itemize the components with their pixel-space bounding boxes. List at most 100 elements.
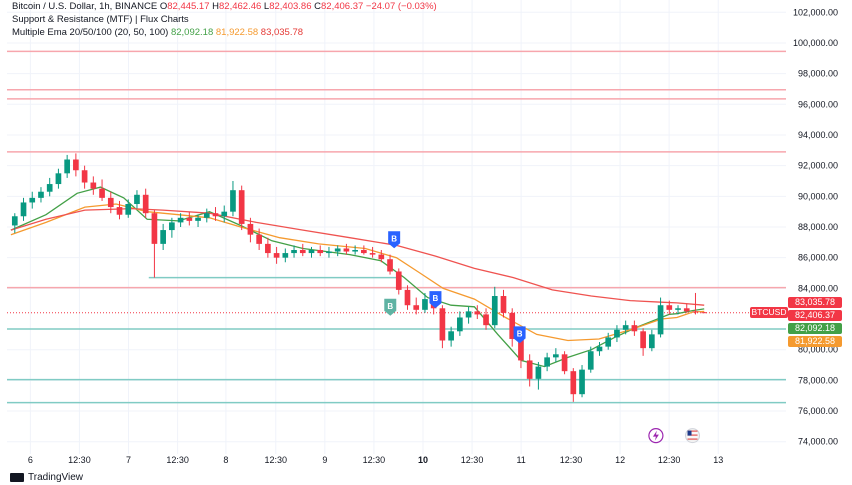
candle-body (622, 325, 629, 330)
candle (11, 213, 18, 234)
event-markers (648, 427, 701, 444)
candle-body (29, 197, 36, 203)
candle (579, 365, 585, 398)
candle-body (352, 250, 358, 252)
candle-body (107, 197, 114, 208)
candle (683, 303, 690, 313)
candle (99, 179, 105, 201)
ema20-line (10, 186, 705, 368)
price-axis-label: 92,000.00 (798, 161, 838, 171)
candle-body (675, 308, 681, 310)
candle-body (544, 357, 550, 367)
signal-label: B (517, 329, 523, 338)
candle-body (134, 194, 140, 204)
candle-body (526, 360, 533, 379)
close-label: C (314, 1, 321, 12)
tradingview-logo-icon (10, 473, 24, 482)
candle-body (195, 217, 201, 221)
indicator-sr-row[interactable]: Support & Resistance (MTF) | Flux Charts (12, 13, 437, 26)
price-axis-label: 102,000.00 (793, 7, 838, 17)
time-axis-label: 12:30 (264, 455, 287, 465)
chart-legend: Bitcoin / U.S. Dollar, 1h, BINANCE O82,4… (12, 0, 437, 39)
candle (352, 245, 358, 255)
candle-body (369, 253, 376, 255)
candle (38, 187, 44, 203)
candle (675, 305, 681, 315)
bolt-icon (648, 427, 664, 444)
flag-stripe (687, 432, 698, 434)
candle (282, 248, 289, 263)
tradingview-brand[interactable]: TradingView (10, 472, 83, 483)
candle (73, 153, 79, 177)
candle-body (587, 351, 594, 370)
price-tag: 82,406.37 (788, 310, 842, 322)
candle (212, 207, 219, 221)
candle-body (273, 253, 280, 258)
candle-body (413, 305, 420, 310)
flag-stripe (687, 430, 698, 432)
time-axis[interactable]: 6 12:30 7 12:30 8 12:30 9 12:30 10 12:30 11 12:30 12… (28, 455, 723, 465)
price-axis-label: 80,000.00 (798, 345, 838, 355)
change-value: −24.07 (−0.03%) (365, 1, 437, 12)
ema20-value: 82,092.18 (170, 27, 214, 38)
signal-shape (429, 291, 442, 309)
symbol-title[interactable]: Bitcoin / U.S. Dollar, 1h, BINANCE (12, 1, 158, 12)
signal-label: B (433, 294, 439, 303)
candle (361, 245, 367, 255)
price-axis-label: 78,000.00 (798, 375, 838, 385)
candle-body (692, 311, 699, 313)
candle (326, 246, 332, 258)
time-axis-label: 6 (28, 455, 33, 465)
candle-body (221, 211, 228, 217)
flag-icon (685, 428, 701, 444)
ema50-value: 81,922.58 (215, 27, 259, 38)
candle (221, 205, 228, 223)
candle (46, 177, 53, 197)
candle (491, 286, 498, 329)
buy-signal-marker: B (388, 231, 401, 249)
candle-body (55, 173, 62, 185)
candle-body (81, 170, 88, 183)
candle (265, 237, 271, 258)
candle-body (317, 250, 324, 254)
candle-body (579, 369, 585, 395)
price-axis[interactable]: 102,000.00 100,000.00 98,000.00 96,000.00 94… (793, 7, 838, 446)
candle (29, 191, 36, 209)
price-axis-label: 94,000.00 (798, 130, 838, 140)
candle-body (561, 354, 568, 372)
candle (692, 292, 699, 315)
high-label: H (212, 1, 220, 12)
candle-body (90, 182, 97, 189)
indicator-ema-row[interactable]: Multiple Ema 20/50/100 (20, 50, 100) 82,… (12, 26, 437, 39)
time-axis-label: 12:30 (68, 455, 91, 465)
candle-body (116, 207, 123, 215)
brand-label: TradingView (28, 472, 84, 483)
symbol-ohlc-row: Bitcoin / U.S. Dollar, 1h, BINANCE O82,4… (12, 0, 437, 13)
candle (369, 246, 376, 258)
candle (247, 217, 254, 243)
candle (308, 246, 315, 258)
candle (64, 154, 70, 178)
candle (439, 305, 446, 349)
candle-body (701, 312, 708, 314)
candle-body (422, 299, 428, 310)
price-tag: 83,035.78 (788, 297, 842, 309)
chart-grid (7, 0, 786, 454)
candle (483, 308, 489, 330)
candle (640, 328, 646, 356)
buy-signal-marker: B (429, 291, 442, 309)
candle-body (334, 248, 341, 252)
candle-body (265, 243, 271, 254)
signal-shape (388, 231, 401, 249)
candle-body (378, 254, 385, 260)
candle-body (11, 216, 18, 226)
candle (160, 223, 166, 251)
candle-body (605, 337, 612, 347)
flag-stripe (687, 434, 698, 436)
bolt-glyph (652, 430, 659, 441)
candle-body (361, 250, 367, 254)
candle (334, 245, 341, 257)
candle-body (387, 259, 393, 272)
flag-stripe (687, 438, 698, 440)
